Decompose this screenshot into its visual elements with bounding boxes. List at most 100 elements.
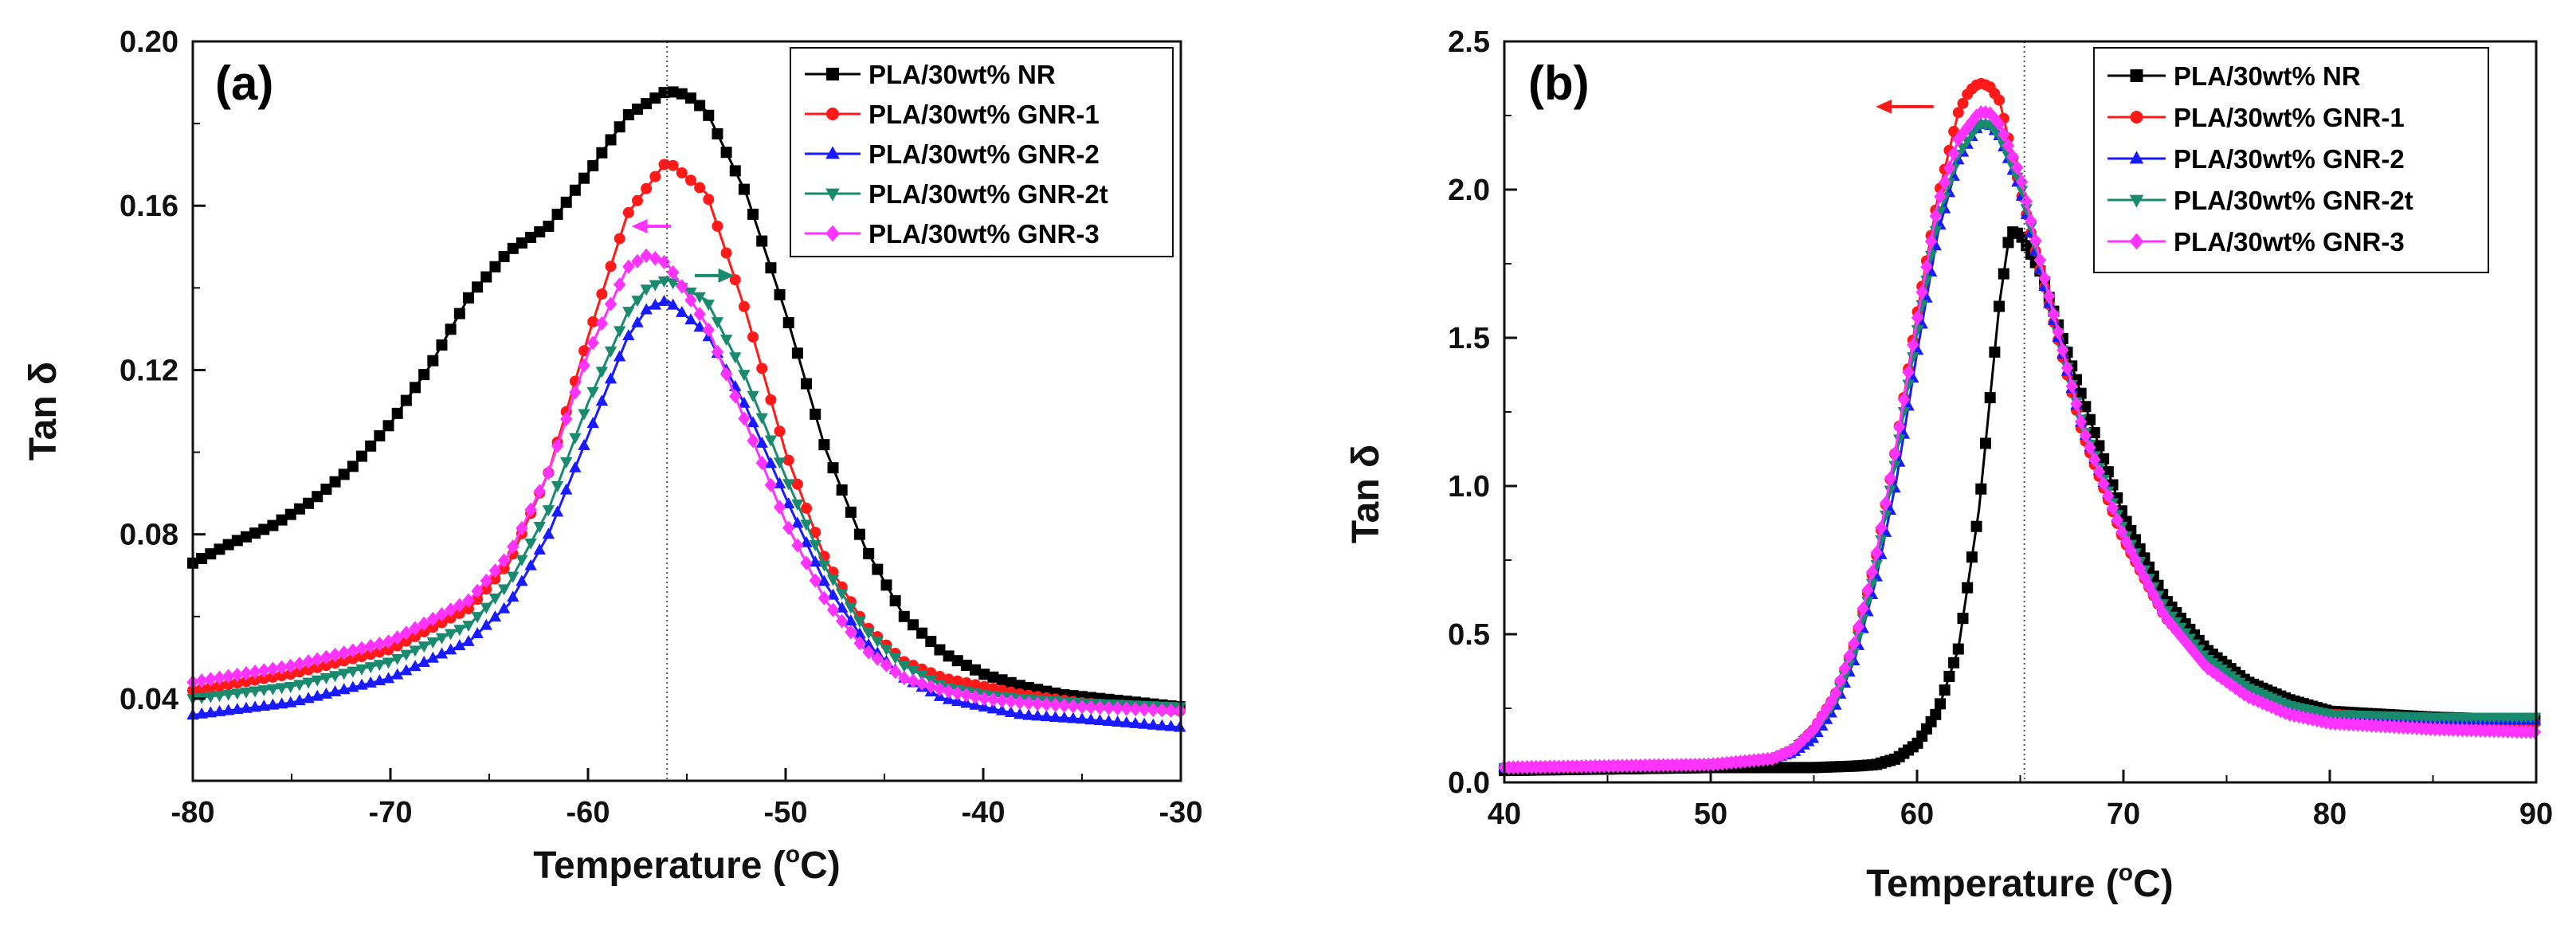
panel-a-series-3-point [542,505,555,517]
panel-a-series-0-point [249,527,261,539]
panel-a-series-2-point [418,655,430,667]
panel-b-series-3-point [1907,352,1919,364]
panel-a-series-2-point [1120,715,1133,727]
panel-a-series-4-point [560,411,573,427]
panel-b-series-4-point [2060,360,2074,376]
panel-b-series-4-point [2052,324,2064,340]
panel-a-series-2-point [1040,710,1053,722]
panel-a-series-1-point [276,670,288,682]
panel-b-series-0-point [2098,453,2110,464]
panel-a-series-0-point [880,579,892,591]
panel-a-series-2-point [488,610,502,622]
panel-b-legend: PLA/30wt% NR PLA/30wt% GNR-1 PLA/30wt% GNR… [2093,47,2489,273]
panel-a-series-4-point [1067,699,1080,714]
panel-a-series-3-point [569,433,582,445]
panel-a-series-4-point [1155,703,1169,718]
panel-a-series-2-point [1129,716,1142,728]
panel-a-series-0-point [960,660,972,671]
panel-a-series-3-point [871,636,884,648]
panel-a-series-4-point [1093,700,1107,715]
panel-a-series-1-point [249,674,261,686]
panel-a-series-2-point [390,668,404,680]
panel-b-legend-marker [2129,151,2144,164]
panel-a-series-3-point [551,480,564,492]
panel-a-series-4-point [1120,701,1133,716]
panel-b-legend-marker [2129,194,2144,208]
panel-a-series-3-point [204,692,218,704]
panel-b-series-4-point [2065,378,2078,394]
panel-a-series-4-point [711,344,724,359]
panel-a-series-0-point [329,476,341,488]
panel-a-series-0-point [1014,680,1025,692]
panel-a-xtick-label: -30 [1159,796,1203,829]
panel-a-series-1-point [365,649,377,660]
panel-a-series-0-point [231,535,243,547]
panel-a-series-0-point [641,98,653,110]
panel-a-series-4-point [916,676,928,692]
panel-b-series-4-point [1884,471,1897,486]
panel-a-series-2-point [676,305,688,317]
panel-b-series-4-point [1857,601,1869,616]
panel-b-series-4-point [2047,307,2060,322]
panel-a-legend-entry-3: PLA/30wt% GNR-2t [805,179,1108,209]
panel-a-series-1-point [338,655,350,667]
panel-a-series-3-point [782,479,795,491]
panel-b-series-4-point [1915,284,1928,300]
panel-a-series-3-point [257,685,270,697]
panel-b-series-4-point [2528,724,2542,739]
panel-a-legend-marker [825,225,840,242]
panel-a-series-0-point [987,671,999,683]
panel-a-series-3-point [507,571,520,583]
panel-a-legend-box [790,47,1174,257]
panel-b-legend-entry-1: PLA/30wt% GNR-1 [2107,103,2405,132]
panel-a-series-2-point [347,680,359,692]
panel-a-series-1-point [810,527,821,539]
panel-b-series-0-point [2002,237,2014,249]
panel-a-series-1-point [738,300,750,312]
panel-a-series-0-point [898,610,910,622]
panel-a-series-0-point [827,462,839,474]
panel-a-series-2-point [400,664,413,676]
panel-b-series-0-point [1984,392,1996,404]
panel-b-series-4-point [1888,446,1901,461]
panel-a-series-4-point [845,625,857,640]
panel-a-series-0-point [889,595,901,607]
panel-a-series-0-point [649,92,661,104]
panel-a-series-2-point [1031,709,1044,721]
panel-a-series-3-point [604,346,618,358]
panel-a-series-0-point [498,251,510,263]
panel-a-series-0-point [312,491,323,503]
panel-a-series-3-point [835,589,849,601]
panel-a-series-4-point [1164,703,1178,718]
panel-a-series-4-point [578,358,590,373]
panel-b-series-4-point [2174,629,2187,644]
panel-a-series-4-point [231,667,244,683]
panel-a-series-4-point [951,686,964,701]
panel-a-series-4-point [418,616,430,631]
panel-a-series-1-point [284,668,296,680]
panel-a-series-0-point [703,109,715,121]
panel-a-series-2-point [240,701,253,713]
panel-b-series-4-point [2147,587,2160,602]
panel-b-legend-entry-2: PLA/30wt% GNR-2 [2107,144,2405,174]
panel-a-series-1-point [391,640,403,652]
panel-a-series-0-point [320,483,332,495]
panel-a-series-4-point [862,645,875,660]
panel-a-series-1-point [978,680,990,692]
panel-a-series-3-point [702,300,715,312]
panel-b-label: (b) [1528,57,1590,110]
panel-a-series-0-point [694,100,706,112]
panel-a-series-3-point [916,670,928,682]
panel-a-series-4-point [1076,700,1088,715]
panel-a-series-4-point [497,553,511,568]
panel-a-series-0-point [214,543,225,555]
panel-a-series-1-point [240,676,252,688]
panel-b-series-0-point [1970,520,1982,532]
panel-b-series-4-point [2084,440,2096,455]
panel-a-series-3-point [773,457,786,469]
panel-b-series-4-point [1983,106,1997,121]
panel-a-legend-label: PLA/30wt% NR [868,60,1056,89]
panel-a-series-3-point [266,684,280,696]
panel-b-series-0-point [1935,698,1947,710]
panel-b-series-4-point [2033,253,2047,268]
